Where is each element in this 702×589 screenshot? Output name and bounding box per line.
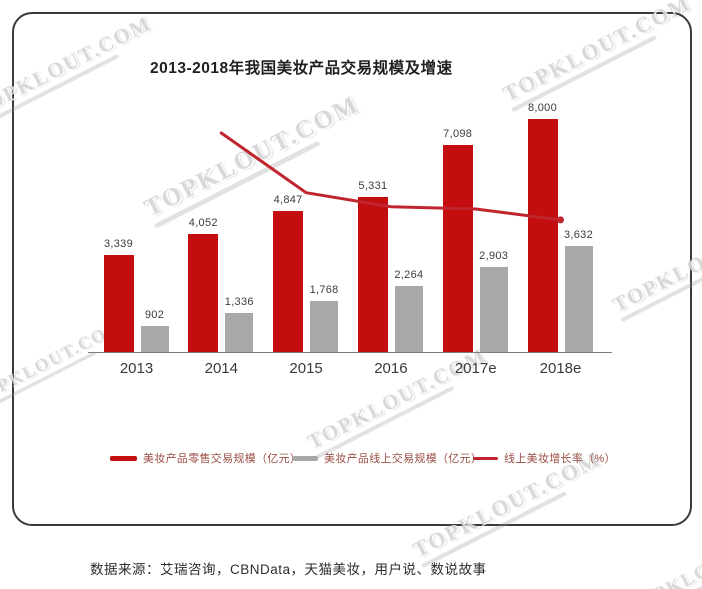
legend-item-online-scale: 美妆产品线上交易规模（亿元） [293, 451, 482, 465]
retail-bar-2016 [357, 197, 388, 352]
x-axis-label-2014: 2014 [204, 360, 238, 377]
online-bar-2015 [310, 301, 339, 352]
legend-label: 美妆产品零售交易规模（亿元） [143, 453, 302, 465]
retail-bar-2016-value-label: 5,331 [358, 180, 388, 192]
retail-bar-2014-value-label: 4,052 [188, 217, 218, 229]
retail-bar-2013 [103, 255, 134, 352]
online-bar-2016 [394, 286, 423, 352]
line-endpoint-dot [557, 216, 564, 224]
red-line-swatch-icon [473, 456, 498, 460]
legend-item-growth-rate: 线上美妆增长率（%） [473, 451, 616, 465]
legend-label: 线上美妆增长率（%） [504, 453, 616, 465]
legend-label: 美妆产品线上交易规模（亿元） [324, 453, 483, 465]
online-bar-2014-value-label: 1,336 [224, 296, 254, 308]
retail-bar-2014 [188, 234, 219, 352]
x-axis-label-2016: 2016 [374, 360, 408, 377]
online-bar-2013-value-label: 902 [144, 309, 165, 321]
retail-bar-2018e-value-label: 8,000 [527, 102, 558, 114]
online-bar-2014 [225, 313, 254, 352]
retail-bar-2017e [442, 145, 473, 352]
online-bar-2017e [479, 267, 508, 352]
online-bar-2015-value-label: 1,768 [309, 284, 339, 296]
gray-bar-swatch-icon [293, 455, 318, 461]
x-axis-label-2018e: 2018e [539, 360, 582, 377]
online-bar-2016-value-label: 2,264 [394, 269, 424, 281]
retail-bar-2018e [527, 119, 558, 352]
data-source: 数据来源：艾瑞咨询，CBNData，天猫美妆，用户说、数说故事 [90, 562, 487, 577]
online-bar-2017e-value-label: 2,903 [479, 250, 509, 262]
retail-bar-2015-value-label: 4,847 [273, 194, 303, 206]
x-axis-label-2013: 2013 [119, 360, 154, 377]
x-axis-label-2017e: 2017e [454, 360, 497, 377]
x-axis-label-2015: 2015 [289, 360, 323, 377]
online-bar-2013 [140, 326, 169, 352]
legend-item-retail-scale: 美妆产品零售交易规模（亿元） [110, 451, 301, 465]
chart-title: 2013-2018年我国美妆产品交易规模及增速 [150, 60, 453, 77]
retail-bar-2013-value-label: 3,339 [103, 238, 134, 250]
x-axis-line [88, 352, 612, 353]
online-bar-2018e [564, 246, 593, 352]
red-bar-swatch-icon [110, 455, 137, 461]
online-bar-2018e-value-label: 3,632 [563, 229, 594, 241]
retail-bar-2017e-value-label: 7,098 [443, 128, 473, 140]
retail-bar-2015 [273, 211, 304, 352]
